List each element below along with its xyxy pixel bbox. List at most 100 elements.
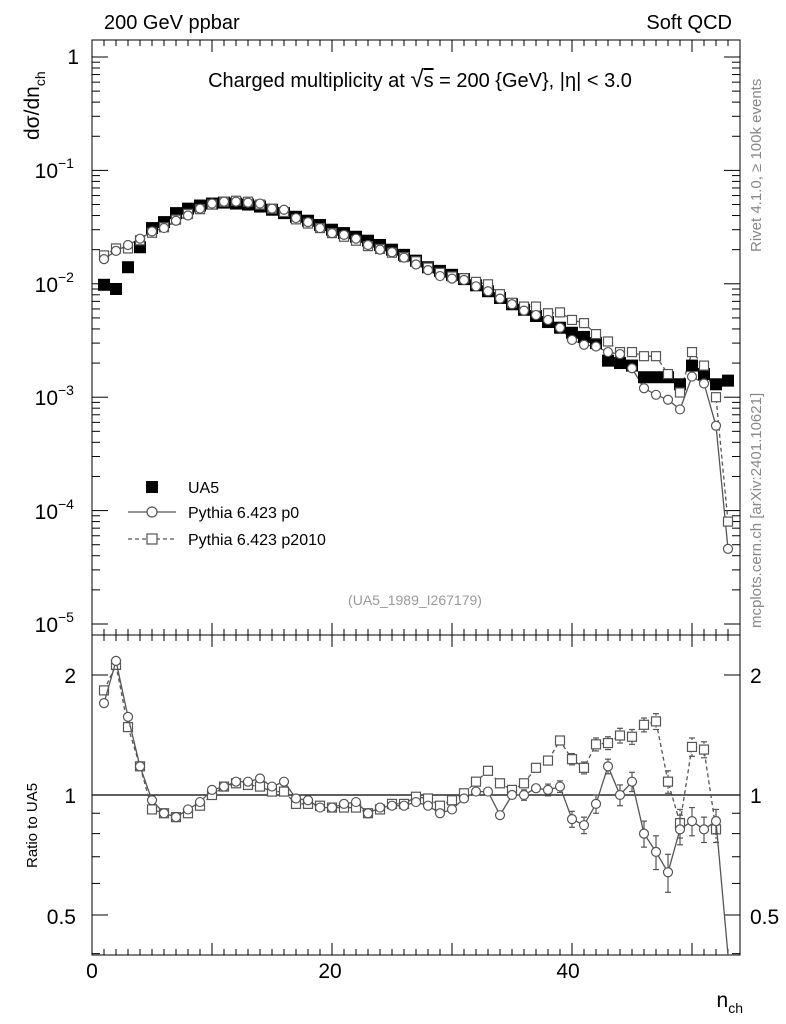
p0-ratio-point bbox=[506, 789, 518, 801]
p0-ratio-point bbox=[470, 786, 482, 797]
p0-point bbox=[614, 348, 626, 360]
p0-point bbox=[458, 274, 470, 286]
p2010-ratio-point bbox=[578, 762, 590, 773]
p0-point bbox=[722, 543, 734, 554]
p0-ratio-point bbox=[158, 808, 170, 819]
ytick-exp-1e-2: −2 bbox=[58, 269, 74, 285]
main-ylabel: dσ/dnch bbox=[21, 71, 48, 140]
p2010-point bbox=[650, 351, 662, 362]
p0-ratio-point bbox=[386, 800, 398, 811]
legend: UA5 Pythia 6.423 p0 Pythia 6.423 p2010 bbox=[128, 480, 326, 549]
p0-ratio-point bbox=[206, 784, 218, 795]
p2010-ratio-point bbox=[698, 744, 710, 755]
p0-point bbox=[530, 309, 542, 321]
p0-ratio-point bbox=[458, 793, 470, 804]
p0-point bbox=[482, 286, 494, 297]
p2010-ratio-point bbox=[614, 730, 626, 741]
p0-ratio-point bbox=[554, 781, 566, 792]
p0-point bbox=[134, 233, 146, 244]
p0-point bbox=[314, 222, 326, 234]
ua5-point bbox=[98, 278, 110, 291]
p0-point bbox=[218, 196, 230, 207]
p0-ratio-point bbox=[578, 820, 590, 831]
p2010-point bbox=[722, 516, 734, 527]
p0-ratio-point bbox=[434, 808, 446, 819]
p0-point bbox=[230, 196, 242, 207]
ua5-point bbox=[674, 378, 686, 391]
p0-ratio-point bbox=[302, 795, 314, 806]
p0-point bbox=[182, 210, 194, 221]
p0-ratio-point bbox=[290, 793, 302, 804]
p0-ratio-point bbox=[650, 846, 662, 857]
p0-ratio-point bbox=[398, 800, 410, 811]
p2010-ratio-point bbox=[554, 735, 566, 746]
p0-ratio-point bbox=[422, 800, 434, 811]
p0-ratio-point bbox=[254, 773, 266, 784]
p0-ratio-point bbox=[98, 698, 110, 709]
p0-ratio-point bbox=[698, 824, 710, 835]
rivet-version-text: Rivet 4.1.0, ≥ 100k events bbox=[748, 79, 765, 252]
p0-point bbox=[206, 198, 218, 209]
p0-ratio-point bbox=[674, 824, 686, 835]
p0-ratio-point bbox=[566, 814, 578, 825]
ratio-plot-marks bbox=[98, 655, 729, 956]
p2010-point bbox=[554, 307, 566, 318]
p2010-point bbox=[686, 346, 698, 358]
p0-point bbox=[518, 305, 530, 316]
ratio-ytick-label-2: 2 bbox=[64, 665, 76, 688]
ua5-point bbox=[566, 326, 578, 339]
p2010-ratio-point bbox=[686, 741, 698, 753]
p0-point bbox=[266, 203, 278, 214]
p0-point bbox=[398, 252, 410, 263]
p0-ratio-point bbox=[542, 784, 554, 795]
p2010-ratio-point bbox=[146, 804, 158, 815]
p2010-point bbox=[578, 318, 590, 329]
p0-point bbox=[662, 394, 674, 405]
p0-ratio-point bbox=[266, 781, 278, 792]
xtick-label-20: 20 bbox=[318, 960, 341, 983]
p0-point bbox=[350, 233, 362, 244]
p2010-ratio-point bbox=[482, 765, 494, 776]
p0-ratio-point bbox=[410, 796, 422, 808]
ytick-label-1e-2: 10 bbox=[35, 274, 58, 297]
p0-ratio-point bbox=[686, 816, 698, 827]
legend-label-p0: Pythia 6.423 p0 bbox=[188, 505, 299, 522]
p2010-point bbox=[590, 329, 602, 340]
p0-ratio-point bbox=[242, 776, 254, 787]
main-axis-ticks bbox=[91, 40, 741, 635]
p2010-ratio-point bbox=[530, 762, 542, 773]
p0-point bbox=[542, 314, 554, 326]
ua5-point bbox=[710, 378, 722, 391]
p0-ratio-point bbox=[278, 776, 290, 787]
ytick-label-1e-5: 10 bbox=[35, 614, 58, 637]
p0-point bbox=[590, 341, 602, 352]
ytick-exp-1e-5: −5 bbox=[58, 609, 74, 625]
xtick-label-0: 0 bbox=[86, 960, 98, 983]
header-left: 200 GeV ppbar bbox=[104, 12, 240, 34]
p0-point bbox=[422, 265, 434, 276]
ua5-point bbox=[650, 371, 662, 384]
p0-point bbox=[710, 420, 722, 431]
p0-ratio-point bbox=[710, 816, 722, 827]
main-plot-marks bbox=[98, 195, 734, 554]
ytick-label-1e-1: 10 bbox=[35, 160, 58, 183]
p0-point bbox=[98, 254, 110, 265]
p2010-ratio-point bbox=[494, 778, 506, 789]
p2010-point bbox=[626, 346, 638, 358]
ratio-xlabel: nch bbox=[717, 989, 743, 1016]
ratio-ytick-label-0p5-right: 0.5 bbox=[750, 906, 779, 929]
legend-label-p2010: Pythia 6.423 p2010 bbox=[188, 532, 326, 549]
ua5-point bbox=[614, 357, 626, 370]
p2010-ratio-point bbox=[122, 722, 134, 733]
p0-ratio-point bbox=[590, 798, 602, 809]
ratio-ylabel: Ratio to UA5 bbox=[24, 783, 41, 868]
ytick-label-1: 1 bbox=[67, 46, 79, 69]
ratio-ytick-label-1-right: 1 bbox=[750, 785, 762, 808]
p2010-ratio-point bbox=[638, 719, 650, 730]
p0-ratio-point bbox=[374, 802, 386, 813]
p0-point bbox=[302, 217, 314, 228]
p0-ratio-point bbox=[182, 804, 194, 815]
p2010-ratio-point bbox=[566, 754, 578, 765]
p2010-point bbox=[710, 392, 722, 403]
